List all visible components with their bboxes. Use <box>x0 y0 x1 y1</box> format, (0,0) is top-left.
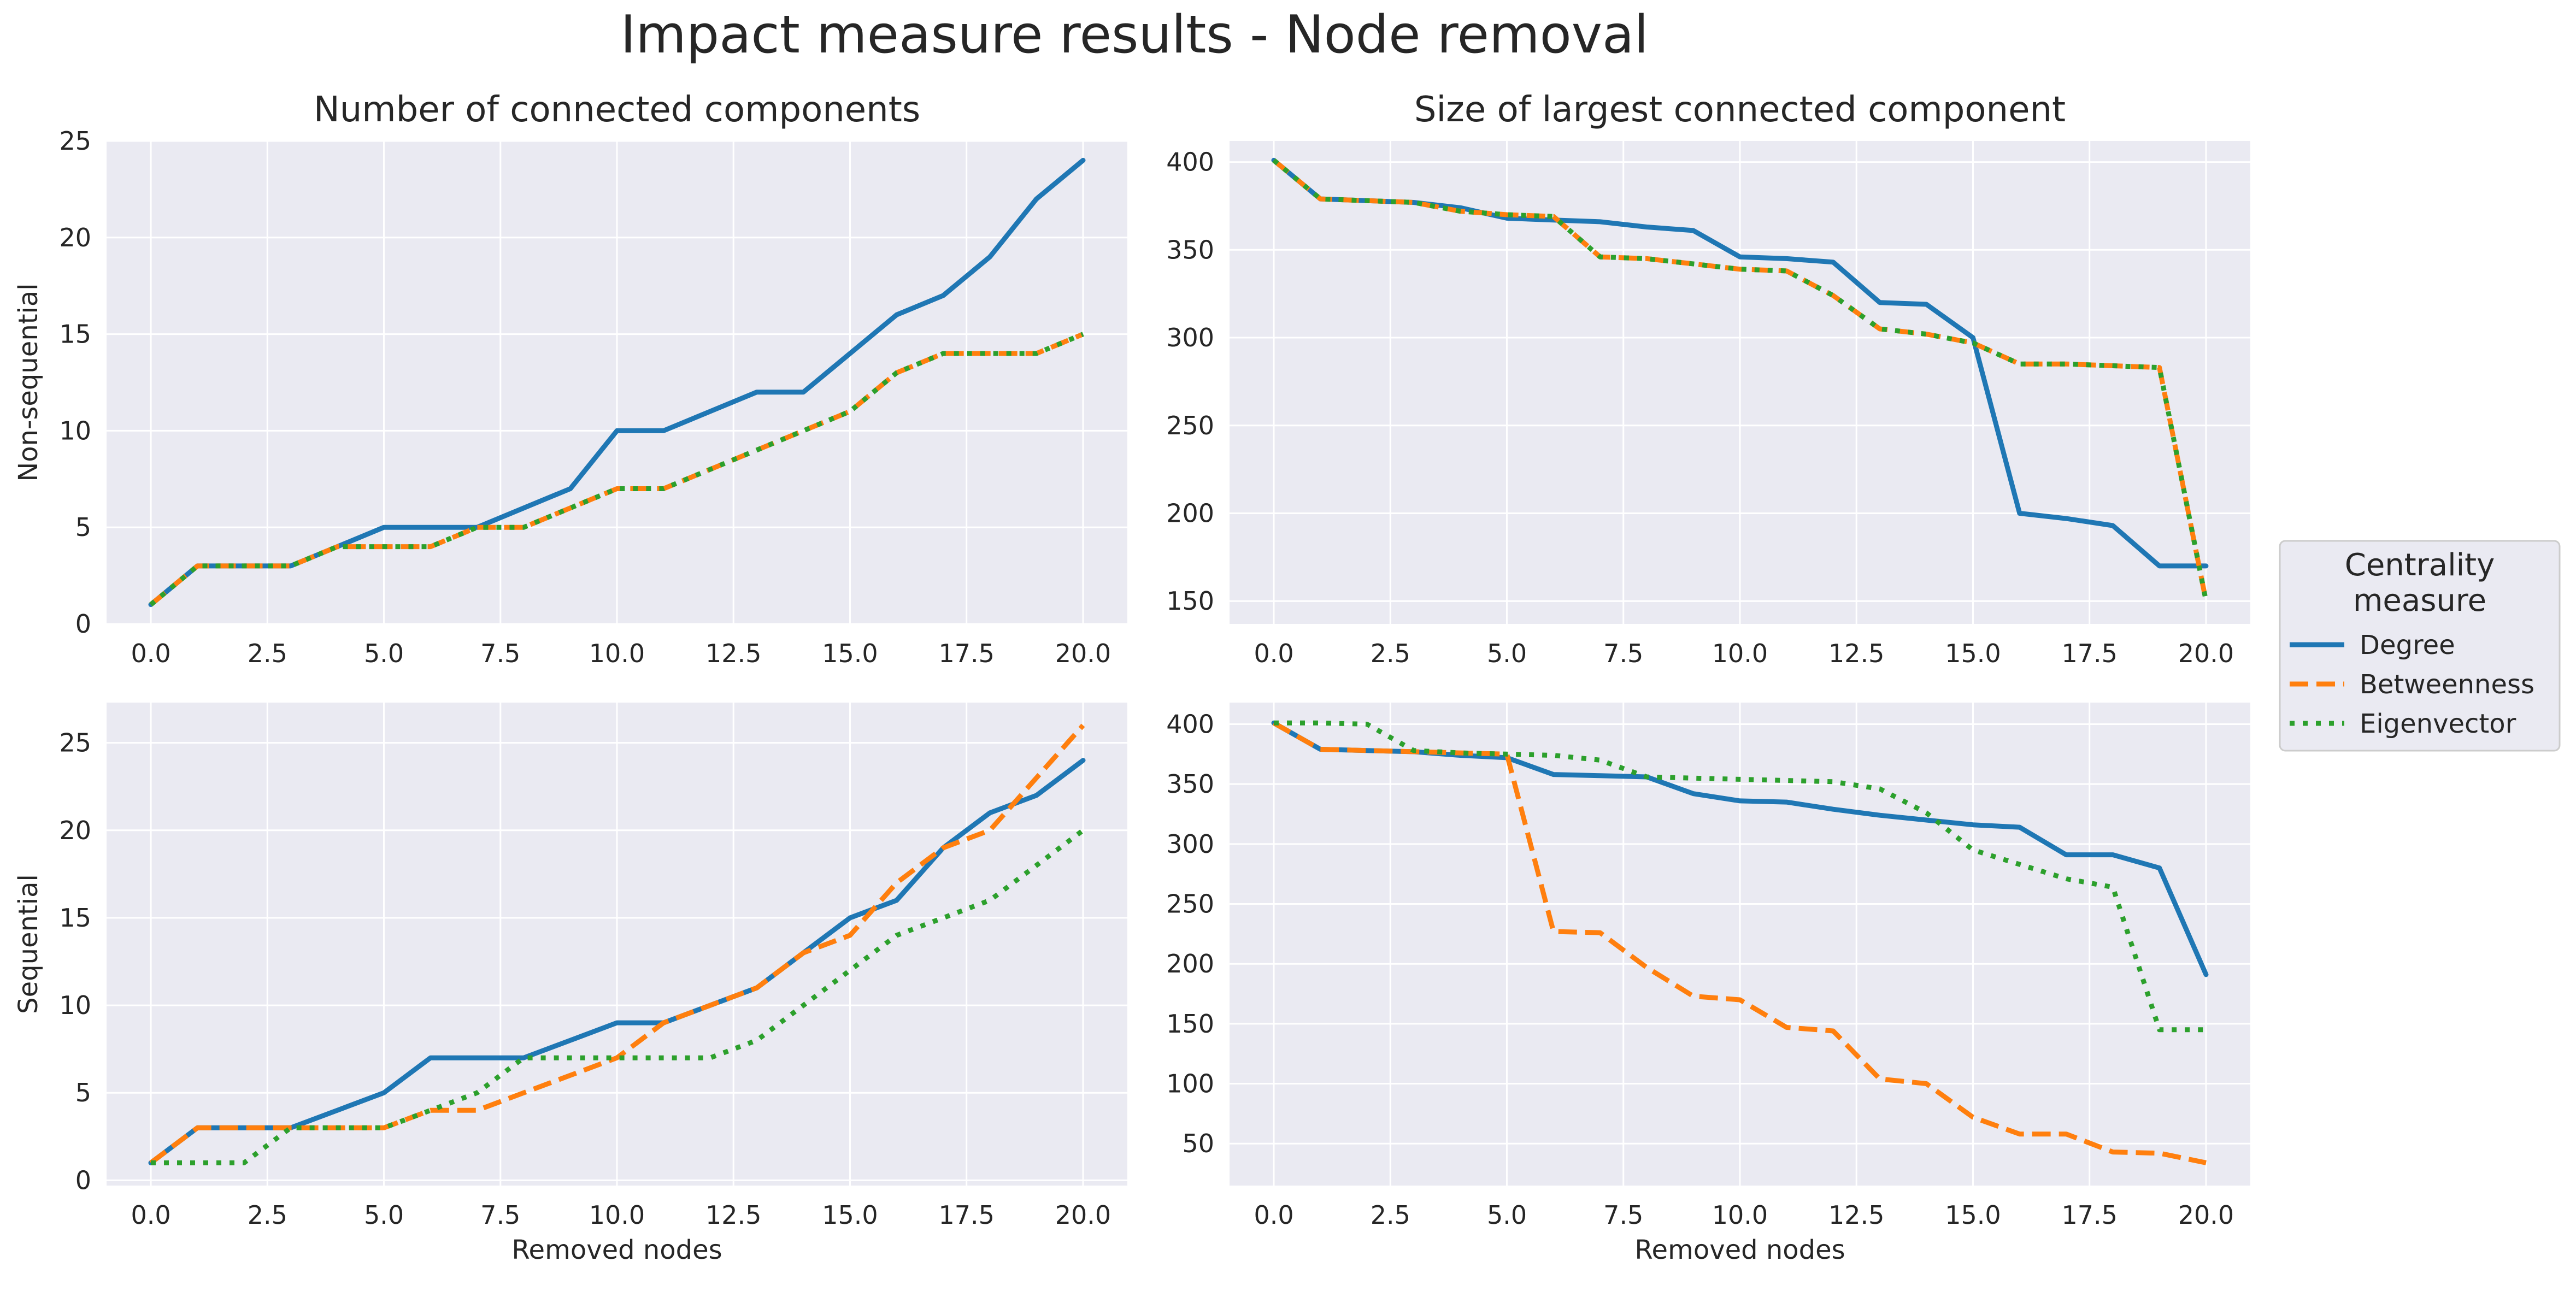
y-tick-label: 5 <box>75 1078 91 1107</box>
x-tick-label: 20.0 <box>1055 1200 1111 1230</box>
series-line-betweenness <box>149 723 1085 1165</box>
y-tick-label: 250 <box>1166 411 1214 440</box>
x-tick-label: 5.0 <box>1487 639 1527 668</box>
x-tick-label: 0.0 <box>131 1200 170 1230</box>
x-tick-label: 0.0 <box>131 639 170 668</box>
chart-panel-4: 0.0 2.5 5.0 7.5 10.0 12.5 15.0 17.5 20.0 50 100 150… <box>1166 703 2250 1265</box>
y-tick-label: 5 <box>75 512 91 542</box>
x-tick-label: 15.0 <box>1945 639 2001 668</box>
legend: Centrality measure Degree Betweenness Ei… <box>2279 540 2561 752</box>
y-tick-label: 15 <box>59 903 91 933</box>
x-tick-label: 10.0 <box>589 639 645 668</box>
chart-panel-2: 0.0 2.5 5.0 7.5 10.0 12.5 15.0 17.5 20.0 150 200 25… <box>1166 90 2250 668</box>
y-tick-label: 150 <box>1166 1009 1214 1039</box>
legend-title-line2: measure <box>2353 583 2486 618</box>
y-tick-label: 350 <box>1166 235 1214 264</box>
x-tick-label: 15.0 <box>1945 1200 2001 1230</box>
y-tick-label: 25 <box>59 126 91 156</box>
chart-panel-1: 0.0 2.5 5.0 7.5 10.0 12.5 15.0 17.5 20.0 0 5 10 15 20… <box>13 90 1127 668</box>
series-line-eigenvector <box>149 332 1084 607</box>
legend-frame <box>2279 540 2561 752</box>
chart-panels: 0.0 2.5 5.0 7.5 10.0 12.5 15.0 17.5 20.0 0 5 10 15 20… <box>13 90 2250 1265</box>
x-tick-label: 10.0 <box>589 1200 645 1230</box>
x-tick-label: 0.0 <box>1254 639 1293 668</box>
x-tick-label: 20.0 <box>2178 1200 2234 1230</box>
y-tick-label: 15 <box>59 320 91 349</box>
x-tick-label: 15.0 <box>822 639 878 668</box>
y-axis-label: Non-sequential <box>13 283 44 481</box>
series-line-eigenvector <box>1274 720 2206 1033</box>
legend-title-line1: Centrality <box>2345 547 2495 583</box>
x-tick-label: 5.0 <box>364 639 404 668</box>
x-tick-label: 12.5 <box>705 639 761 668</box>
y-tick-label: 350 <box>1166 769 1214 799</box>
chart-panel-3: 0.0 2.5 5.0 7.5 10.0 12.5 15.0 17.5 20.0 0 5 10 15 20… <box>13 703 1127 1265</box>
panel-title: Number of connected components <box>314 90 920 130</box>
y-tick-label: 20 <box>59 816 91 845</box>
x-tick-label: 7.5 <box>1603 639 1643 668</box>
y-tick-label: 0 <box>75 1165 91 1195</box>
x-tick-label: 2.5 <box>248 1200 287 1230</box>
legend-label-betweenness: Betweenness <box>2360 669 2534 700</box>
x-tick-label: 12.5 <box>1828 639 1884 668</box>
x-tick-label: 0.0 <box>1254 1200 1293 1230</box>
legend-label-eigenvector: Eigenvector <box>2360 709 2516 739</box>
x-tick-label: 5.0 <box>1487 1200 1527 1230</box>
x-tick-label: 10.0 <box>1712 639 1768 668</box>
x-tick-label: 20.0 <box>2178 639 2234 668</box>
x-tick-label: 2.5 <box>248 639 287 668</box>
series-line-betweenness <box>1272 721 2207 1165</box>
x-tick-label: 17.5 <box>939 639 995 668</box>
x-axis-label: Removed nodes <box>1634 1235 1845 1265</box>
y-tick-label: 200 <box>1166 498 1214 528</box>
x-tick-label: 2.5 <box>1371 1200 1410 1230</box>
x-tick-label: 17.5 <box>2062 639 2118 668</box>
y-tick-label: 400 <box>1166 148 1214 177</box>
panel-title: Size of largest connected component <box>1414 90 2066 130</box>
figure-title: Impact measure results - Node removal <box>620 5 1648 65</box>
y-tick-label: 250 <box>1166 889 1214 919</box>
x-tick-label: 7.5 <box>480 1200 520 1230</box>
y-tick-label: 200 <box>1166 949 1214 978</box>
y-tick-label: 25 <box>59 728 91 758</box>
x-tick-label: 17.5 <box>2062 1200 2118 1230</box>
y-tick-label: 10 <box>59 991 91 1020</box>
x-tick-label: 12.5 <box>705 1200 761 1230</box>
x-tick-label: 10.0 <box>1712 1200 1768 1230</box>
x-tick-label: 7.5 <box>480 639 520 668</box>
x-tick-label: 7.5 <box>1603 1200 1643 1230</box>
x-tick-label: 17.5 <box>939 1200 995 1230</box>
y-tick-label: 50 <box>1182 1129 1214 1158</box>
y-tick-label: 10 <box>59 416 91 445</box>
x-tick-label: 15.0 <box>822 1200 878 1230</box>
x-tick-label: 5.0 <box>364 1200 404 1230</box>
series-line-eigenvector <box>1272 158 2209 602</box>
x-axis-label: Removed nodes <box>511 1235 722 1265</box>
y-axis-label: Sequential <box>13 874 44 1014</box>
x-tick-label: 20.0 <box>1055 639 1111 668</box>
series-line-degree <box>148 758 1086 1165</box>
y-tick-label: 300 <box>1166 323 1214 352</box>
y-tick-label: 150 <box>1166 586 1214 616</box>
y-tick-label: 300 <box>1166 829 1214 859</box>
y-tick-label: 20 <box>59 223 91 252</box>
x-tick-label: 12.5 <box>1828 1200 1884 1230</box>
y-tick-label: 100 <box>1166 1069 1214 1099</box>
y-tick-label: 0 <box>75 609 91 639</box>
y-tick-label: 400 <box>1166 709 1214 739</box>
legend-label-degree: Degree <box>2360 630 2455 661</box>
x-tick-label: 2.5 <box>1371 639 1410 668</box>
